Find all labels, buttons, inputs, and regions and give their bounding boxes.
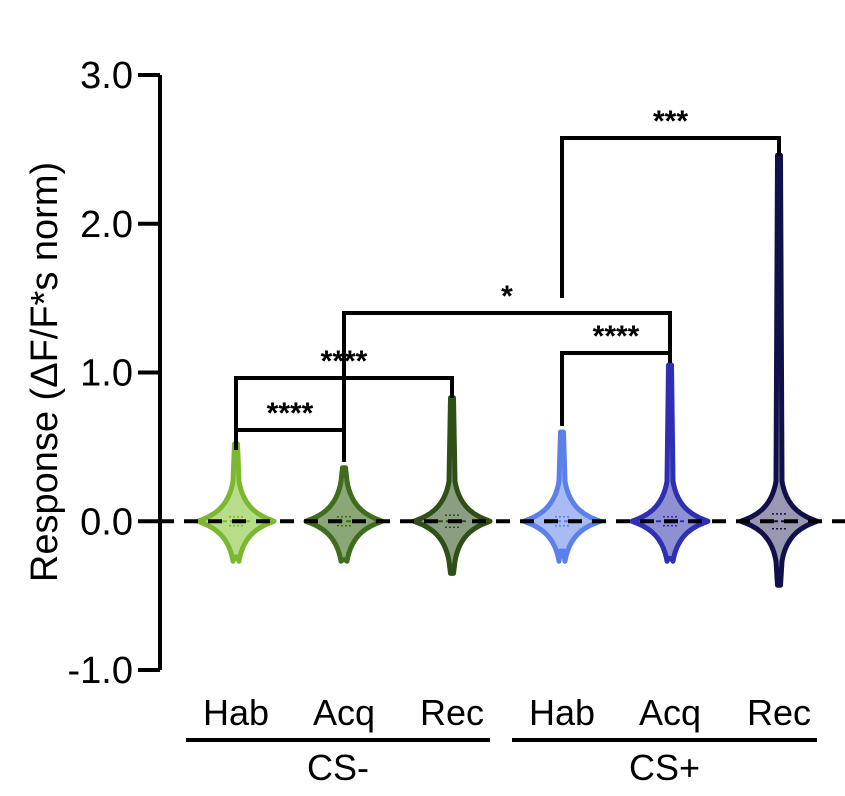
y-tick-label: 1.0	[80, 353, 133, 395]
significance-label: ****	[267, 397, 314, 430]
bracket-line	[560, 136, 781, 298]
bracket-line	[234, 428, 346, 462]
group-label: CS+	[629, 747, 700, 788]
violin-body	[303, 465, 385, 564]
bracket-line	[560, 351, 672, 426]
significance-label: ***	[653, 105, 688, 138]
violin-body	[629, 362, 711, 564]
y-axis-label: Response (ΔF/F*s norm)	[24, 162, 66, 582]
violin-csminus-acq	[303, 465, 385, 564]
bracket-acq-vs-acq: *	[342, 280, 672, 462]
y-axis: -1.0 0.0 1.0 2.0 3.0	[68, 55, 162, 692]
violin-csplus-rec	[738, 152, 820, 588]
violin-csminus-rec	[411, 395, 493, 576]
significance-label: ****	[593, 320, 640, 353]
x-category-label: Rec	[747, 692, 811, 733]
violin-csminus-hab	[195, 441, 277, 564]
y-tick-label: -1.0	[68, 650, 133, 692]
significance-brackets: ****************	[234, 105, 781, 462]
y-tick-label: 0.0	[80, 501, 133, 543]
bracket-hab-vs-rec: ***	[560, 105, 781, 298]
x-category-label: Rec	[420, 692, 484, 733]
x-category-label: Hab	[529, 692, 595, 733]
violin-body	[738, 152, 820, 588]
bracket-hab-vs-acq: ****	[560, 320, 672, 426]
group-label: CS-	[307, 747, 369, 788]
bracket-hab-vs-acq: ****	[234, 397, 346, 462]
x-axis-labels: Hab Acq Rec Hab Acq Rec CS- CS+	[186, 692, 817, 788]
x-category-label: Acq	[313, 692, 375, 733]
violin-body	[411, 395, 493, 576]
y-tick-label: 3.0	[80, 55, 133, 97]
significance-label: *	[501, 280, 513, 313]
violin-body	[521, 429, 603, 564]
x-category-label: Acq	[639, 692, 701, 733]
violin-csplus-acq	[629, 362, 711, 564]
violin-body	[195, 441, 277, 564]
x-category-label: Hab	[203, 692, 269, 733]
violins-layer	[195, 152, 820, 588]
y-tick-label: 2.0	[80, 204, 133, 246]
violin-csplus-hab	[521, 429, 603, 564]
bracket-line	[342, 311, 672, 462]
